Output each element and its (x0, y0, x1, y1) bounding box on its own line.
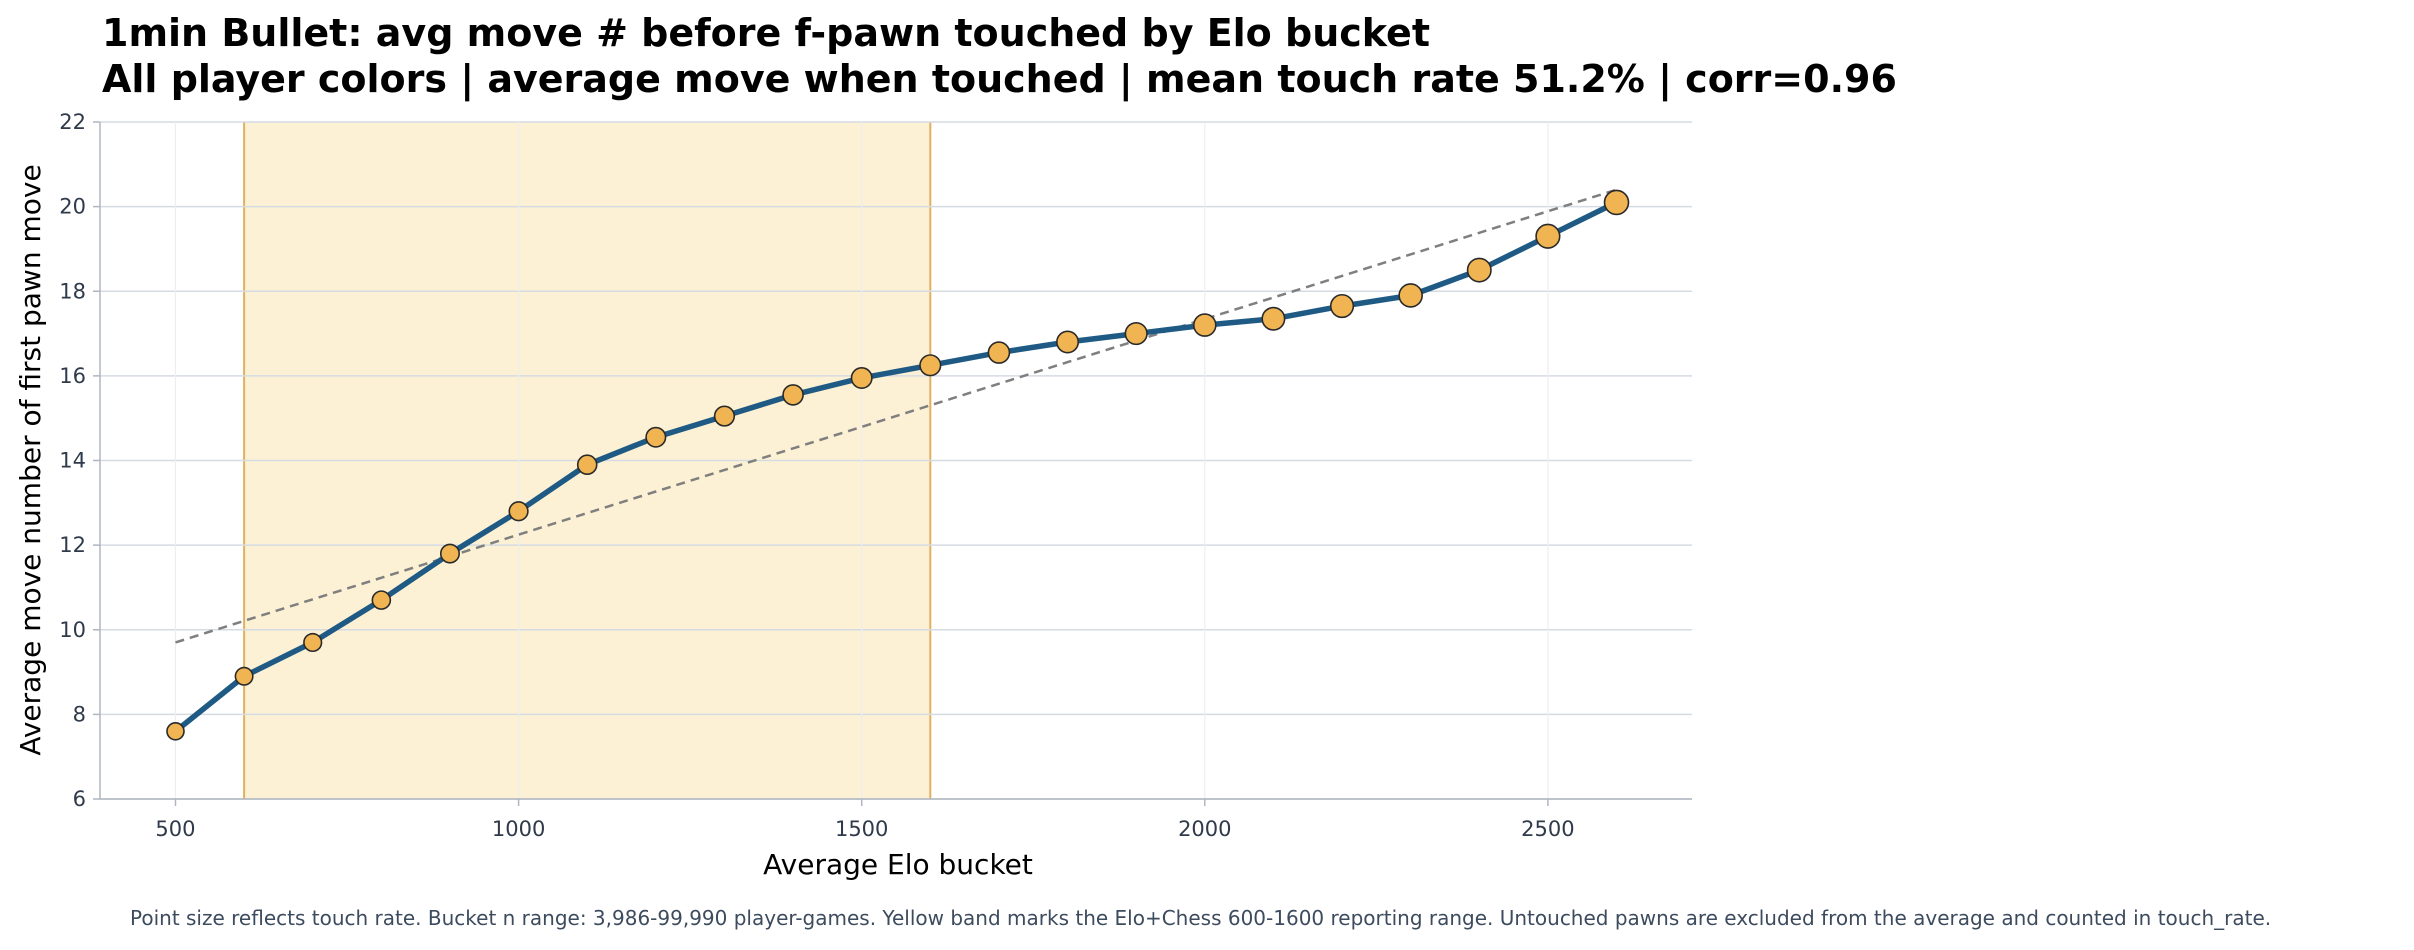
data-point (1192, 313, 1217, 337)
data-point (1398, 283, 1423, 308)
data-series (166, 189, 1630, 741)
data-point (1124, 321, 1148, 346)
data-point (1329, 293, 1355, 319)
y-tick-label: 18 (59, 279, 86, 303)
data-point (1056, 330, 1080, 354)
y-tick-label: 10 (59, 618, 86, 642)
y-axis-label: Average move number of first pawn move (14, 164, 47, 755)
data-point (987, 341, 1011, 364)
chart-title: 1min Bullet: avg move # before f-pawn to… (102, 11, 1430, 55)
data-point (576, 454, 598, 476)
data-point (1603, 189, 1630, 216)
y-tick-label: 14 (59, 449, 86, 473)
series-line (172, 199, 1620, 735)
data-point (1535, 223, 1561, 249)
chart-footnote: Point size reflects touch rate. Bucket n… (130, 906, 2272, 930)
data-point (919, 354, 942, 377)
data-point (303, 632, 323, 653)
y-tick-label: 20 (59, 195, 86, 219)
y-tick-label: 6 (73, 787, 86, 811)
data-point (850, 366, 873, 389)
chart-subtitle: All player colors | average move when to… (102, 57, 1897, 101)
y-tick-label: 8 (73, 702, 86, 726)
chart-title-block: 1min Bullet: avg move # before f-pawn to… (102, 10, 1897, 102)
data-point (713, 405, 736, 427)
data-point (1466, 257, 1492, 283)
data-point (508, 501, 529, 522)
data-point (371, 590, 392, 610)
trend-line-segment (175, 188, 1617, 644)
y-tick-label: 16 (59, 364, 86, 388)
x-tick-label: 1500 (835, 817, 888, 841)
data-point (645, 426, 667, 448)
axes: 6 8 10 12 14 16 18 20 22 500 1000 1500 2000 2500 (59, 110, 1692, 841)
data-point (782, 384, 804, 406)
y-tick-label: 22 (59, 110, 86, 134)
x-tick-label: 2500 (1521, 817, 1574, 841)
trend-line (175, 188, 1617, 644)
x-axis-label: Average Elo bucket (763, 848, 1033, 881)
x-tick-label: 500 (155, 817, 195, 841)
data-point (166, 721, 185, 741)
data-point (234, 666, 254, 686)
y-tick-label: 12 (59, 533, 86, 557)
x-tick-label: 1000 (492, 817, 545, 841)
data-point (439, 543, 460, 564)
x-tick-label: 2000 (1178, 817, 1231, 841)
data-point (1261, 306, 1286, 331)
